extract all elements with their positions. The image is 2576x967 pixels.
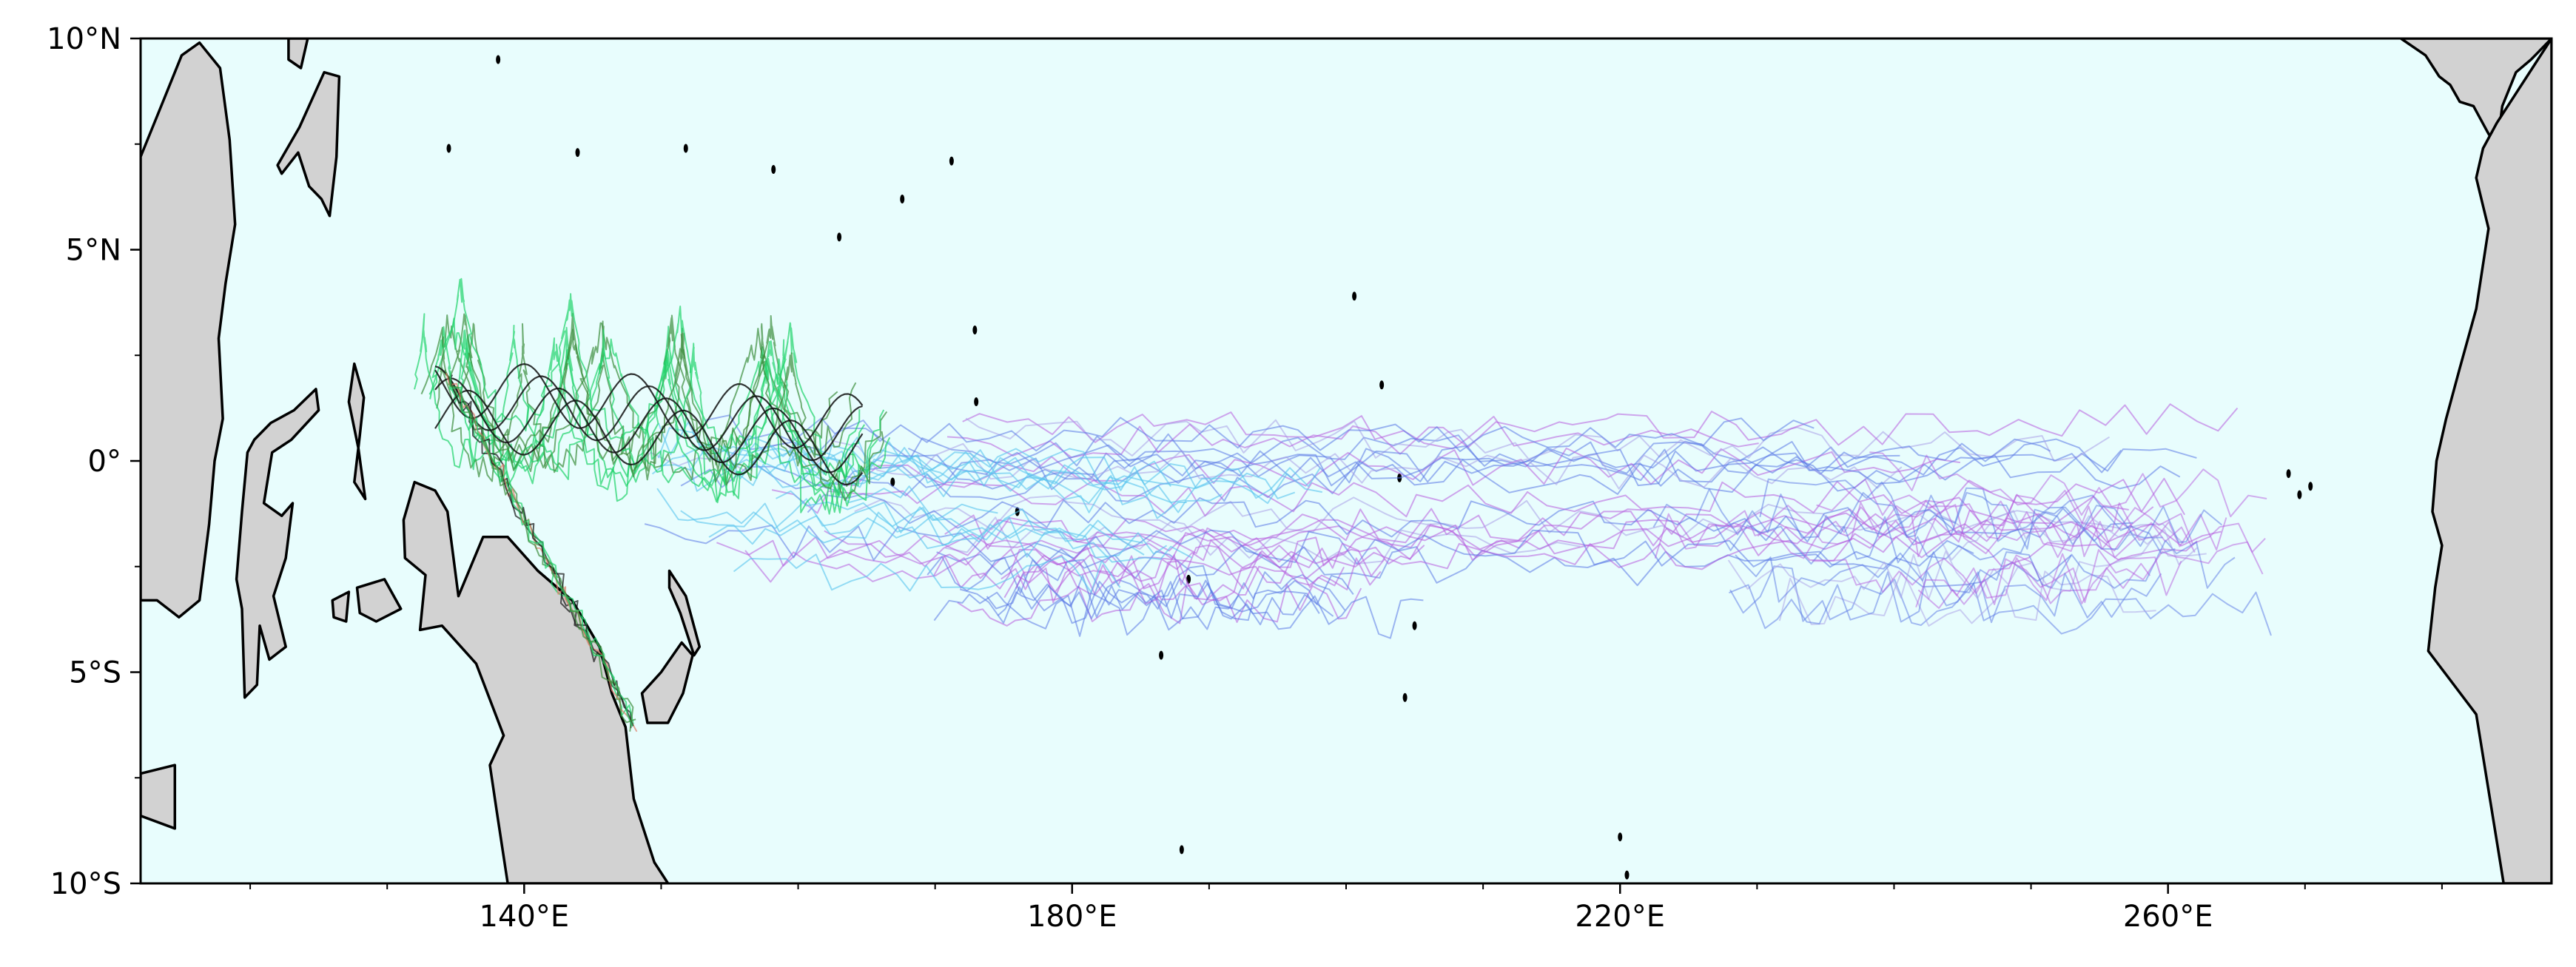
x-tick-label: 220°E <box>1575 900 1665 934</box>
land-new-guinea <box>402 480 670 883</box>
drifter-track-19 <box>907 444 2181 490</box>
drifter-track-70 <box>434 389 864 485</box>
drifter-track-45 <box>932 542 1385 590</box>
land-seram <box>355 578 403 623</box>
drifter-track-65 <box>453 334 855 513</box>
island-palau <box>446 144 451 153</box>
axis-ticks: 140°E 180°E 220°E 260°E 10°N 5°N 0° 5°S 10°S <box>47 22 2443 934</box>
drifter-track-22 <box>1654 504 2196 559</box>
drifter-track-36 <box>1729 570 2162 630</box>
drifter-track-46 <box>986 574 1354 624</box>
drifter-track-12 <box>965 417 2111 462</box>
land-borneo <box>141 41 237 619</box>
island-kiritimati <box>1379 380 1385 390</box>
drifter-track-78 <box>448 377 634 727</box>
island-fanning <box>1352 292 1357 301</box>
drifter-track-49 <box>733 553 1121 593</box>
drifter-track-44 <box>959 574 1320 624</box>
drifter-track-13 <box>946 403 2239 459</box>
drifter-tracks <box>414 277 2272 732</box>
island-starbuck <box>1402 693 1408 702</box>
y-tick-label: 10°S <box>50 867 121 901</box>
drifter-track-47 <box>1001 536 1425 593</box>
island-marquesas-a <box>1618 832 1623 842</box>
y-tick-label: 5°S <box>69 656 121 690</box>
island-kiribati-b <box>974 397 979 407</box>
x-tick-label: 260°E <box>2123 900 2213 934</box>
island-marshall-b <box>949 156 954 166</box>
island-phoenix-b <box>1159 650 1164 660</box>
drifter-track-1 <box>750 438 2122 490</box>
drifter-track-6 <box>844 448 2197 502</box>
drifter-track-23 <box>1729 565 2272 636</box>
drifter-track-9 <box>936 545 2072 588</box>
drifter-track-31 <box>1652 488 2163 550</box>
island-malden <box>1412 621 1417 630</box>
island-tokelau <box>1179 845 1184 855</box>
island-galapagos-a <box>2286 469 2291 479</box>
land-new-britain <box>640 641 694 724</box>
drifter-track-73 <box>434 363 864 449</box>
island-kiribati-a <box>972 325 978 334</box>
drifter-track-66 <box>436 320 838 482</box>
drifter-track-59 <box>682 440 1321 499</box>
drifter-track-0 <box>962 411 1759 450</box>
drifter-track-25 <box>1816 478 2227 551</box>
land-layer <box>141 38 2552 883</box>
land-java <box>141 764 177 830</box>
island-pohnpei <box>771 165 776 175</box>
drifter-track-68 <box>442 277 885 479</box>
drifter-track-3 <box>944 493 2154 550</box>
land-buru <box>331 590 351 623</box>
drifter-track-41 <box>1015 554 1382 601</box>
x-tick-label: 180°E <box>1027 900 1117 934</box>
island-kosrae <box>837 232 842 242</box>
drifter-track-29 <box>1727 534 2207 600</box>
drifter-track-80 <box>448 376 636 724</box>
drifter-track-56 <box>680 510 1168 559</box>
land-south-america <box>2427 38 2552 883</box>
island-yap <box>496 55 501 64</box>
drifter-track-55 <box>656 488 1145 556</box>
land-central-america <box>2399 38 2552 150</box>
drifter-track-40 <box>997 573 1334 626</box>
drifter-track-2 <box>945 516 1581 565</box>
drifter-track-69 <box>448 313 884 502</box>
y-tick-label: 10°N <box>47 22 121 56</box>
drifter-track-16 <box>644 523 1974 570</box>
y-tick-label: 5°N <box>66 234 121 268</box>
x-tick-label: 140°E <box>480 900 570 934</box>
y-tick-label: 0° <box>88 445 121 479</box>
drifter-track-11 <box>807 493 2133 543</box>
drifter-track-26 <box>1759 478 2176 554</box>
drifter-track-24 <box>1778 570 2156 627</box>
drifter-track-48 <box>708 502 1143 550</box>
land-halmahera <box>347 362 367 501</box>
drifter-track-34 <box>1920 510 2199 565</box>
island-woleai <box>575 148 580 158</box>
drifter-track-27 <box>1757 499 2266 553</box>
land-mindanao <box>276 70 341 218</box>
drifter-track-15 <box>716 519 2133 567</box>
drifter-track-72 <box>434 365 863 462</box>
island-galapagos-b <box>2297 490 2302 499</box>
land-new-ireland <box>667 569 702 657</box>
island-marquesas-b <box>1624 870 1630 880</box>
drifter-track-32 <box>1869 451 2267 518</box>
drifter-track-71 <box>434 377 864 474</box>
drifter-track-50 <box>776 490 1193 563</box>
land-sulawesi <box>235 388 320 699</box>
island-marshall-a <box>900 194 905 203</box>
drifter-track-37 <box>1915 553 2182 608</box>
drifter-track-21 <box>704 414 1815 453</box>
land-luzon-visayas <box>287 38 309 70</box>
island-nauru <box>890 477 895 487</box>
drifter-track-28 <box>1715 505 2223 565</box>
island-chuuk <box>683 144 688 153</box>
island-galapagos-c <box>2308 482 2313 491</box>
drifter-track-38 <box>927 556 1346 611</box>
